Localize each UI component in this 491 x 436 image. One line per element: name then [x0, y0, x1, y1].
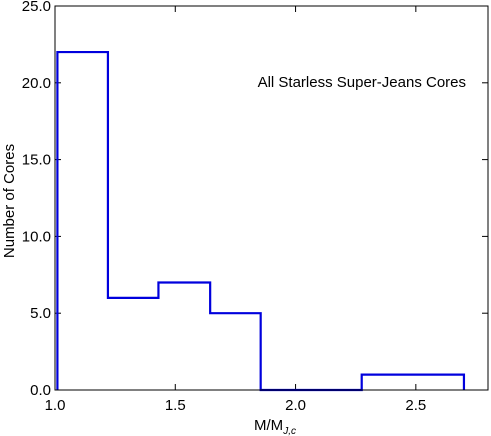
plot-frame	[54, 5, 489, 391]
y-tick-label: 5.0	[30, 305, 51, 322]
y-tick-label: 15.0	[22, 152, 51, 169]
histogram-step-line	[56, 50, 466, 392]
x-tick-label: 1.0	[45, 397, 66, 414]
chart-annotation: All Starless Super-Jeans Cores	[258, 74, 466, 91]
tick-labels-group: 1.0 1.5 2.0 2.5 0.0 5.0 10.0 15.0 20.0 25.0	[22, 0, 426, 414]
x-axis-label-main: M/M	[254, 417, 283, 434]
y-tick-label: 20.0	[22, 75, 51, 92]
x-tick-label: 2.5	[405, 397, 426, 414]
ticks-group	[54, 5, 488, 391]
y-tick-label: 10.0	[22, 228, 51, 245]
x-axis-label-subscript: J,c	[282, 426, 296, 436]
y-tick-label: 0.0	[30, 382, 51, 399]
y-axis-label: Number of Cores	[1, 144, 18, 258]
x-tick-label: 1.5	[165, 397, 186, 414]
x-axis-label: M/MJ,c	[254, 417, 296, 436]
x-tick-label: 2.0	[285, 397, 306, 414]
y-tick-label: 25.0	[22, 0, 51, 15]
